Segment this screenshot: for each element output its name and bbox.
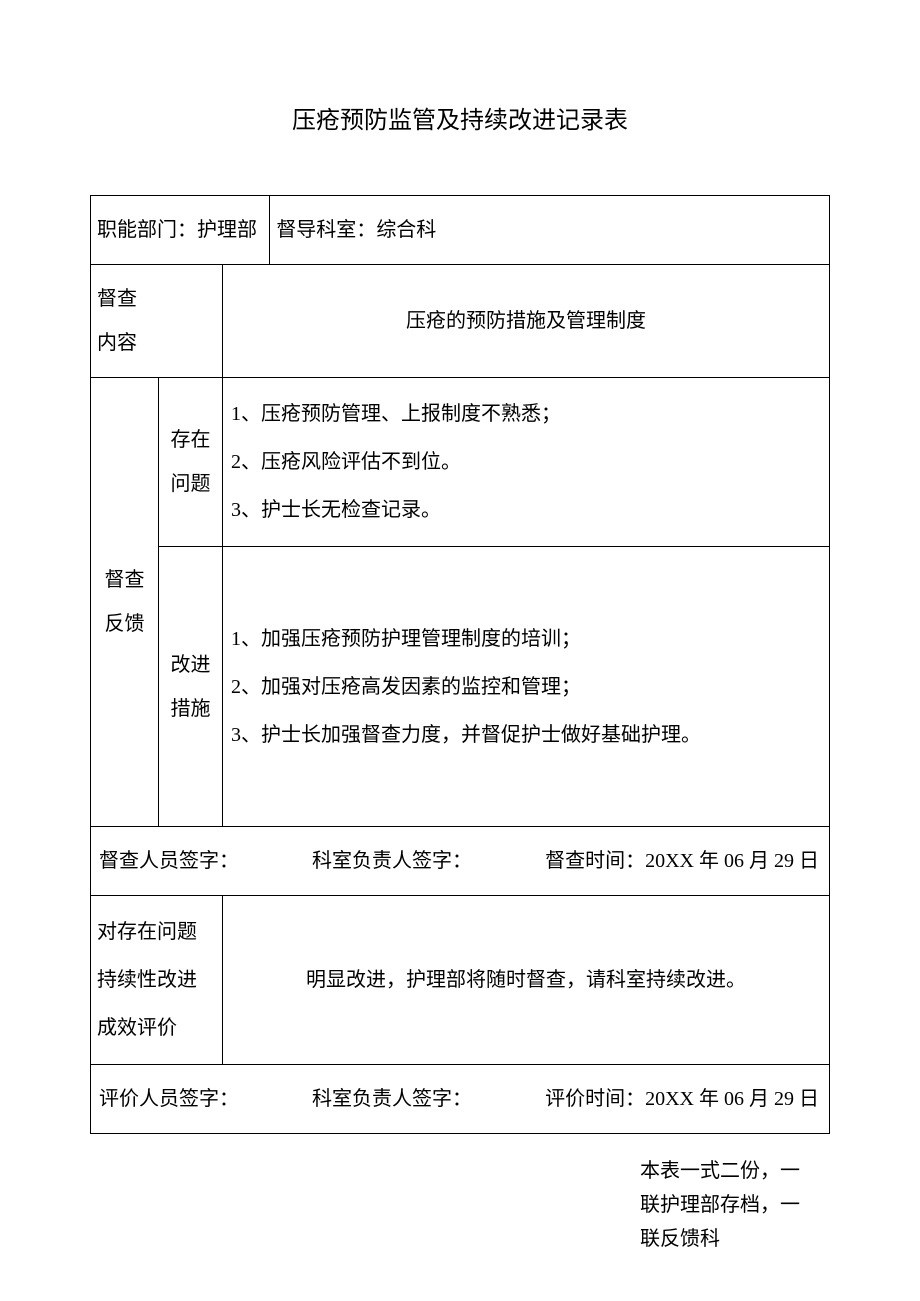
problems-label: 存在 问题	[159, 378, 223, 547]
footnote: 本表一式二份，一联护理部存档，一联反馈科	[640, 1154, 810, 1256]
measures-content: 1、加强压疮预防护理管理制度的培训； 2、加强对压疮高发因素的监控和管理； 3、…	[223, 547, 830, 827]
department-label: 职能部门：	[97, 219, 197, 241]
inspector-sig-label: 督查人员签字：	[99, 839, 239, 883]
header-row: 职能部门：护理部 督导科室：综合科	[91, 196, 830, 265]
inspection-sig-row: 督查人员签字： 科室负责人签字： 督查时间：20XX 年 06 月 29 日	[91, 827, 830, 896]
form-title: 压疮预防监管及持续改进记录表	[90, 100, 830, 135]
problems-content: 1、压疮预防管理、上报制度不熟悉； 2、压疮风险评估不到位。 3、护士长无检查记…	[223, 378, 830, 547]
evaluation-label: 对存在问题 持续性改进 成效评价	[91, 896, 223, 1065]
eval-sig-row: 评价人员签字： 科室负责人签字： 评价时间：20XX 年 06 月 29 日	[91, 1065, 830, 1134]
department-value: 护理部	[197, 219, 257, 241]
measures-row: 改进 措施 1、加强压疮预防护理管理制度的培训； 2、加强对压疮高发因素的监控和…	[91, 547, 830, 827]
content-row: 督查 内容 压疮的预防措施及管理制度	[91, 265, 830, 378]
inspection-content-value: 压疮的预防措施及管理制度	[223, 265, 830, 378]
measures-items: 1、加强压疮预防护理管理制度的培训； 2、加强对压疮高发因素的监控和管理； 3、…	[229, 615, 823, 759]
measures-label: 改进 措施	[159, 547, 223, 827]
eval-time: 评价时间：20XX 年 06 月 29 日	[545, 1077, 819, 1121]
eval-sig-cell: 评价人员签字： 科室负责人签字： 评价时间：20XX 年 06 月 29 日	[91, 1065, 830, 1134]
problems-row: 督查 反馈 存在 问题 1、压疮预防管理、上报制度不熟悉； 2、压疮风险评估不到…	[91, 378, 830, 547]
inspection-sig-cell: 督查人员签字： 科室负责人签字： 督查时间：20XX 年 06 月 29 日	[91, 827, 830, 896]
evaluator-sig-label: 评价人员签字：	[99, 1077, 239, 1121]
dept-head-sig-label: 科室负责人签字：	[312, 839, 472, 883]
eval-dept-head-sig-label: 科室负责人签字：	[312, 1077, 472, 1121]
supervised-cell: 督导科室：综合科	[270, 196, 830, 265]
inspection-content-label: 督查 内容	[91, 265, 223, 378]
feedback-label: 督查 反馈	[91, 378, 159, 827]
evaluation-value: 明显改进，护理部将随时督查，请科室持续改进。	[223, 896, 830, 1065]
evaluation-row: 对存在问题 持续性改进 成效评价 明显改进，护理部将随时督查，请科室持续改进。	[91, 896, 830, 1065]
problems-items: 1、压疮预防管理、上报制度不熟悉； 2、压疮风险评估不到位。 3、护士长无检查记…	[229, 390, 823, 534]
inspection-time: 督查时间：20XX 年 06 月 29 日	[545, 839, 819, 883]
department-cell: 职能部门：护理部	[91, 196, 270, 265]
supervised-label: 督导科室：	[276, 219, 376, 241]
supervised-value: 综合科	[376, 219, 436, 241]
record-table: 职能部门：护理部 督导科室：综合科 督查 内容 压疮的预防措施及管理制度 督查 …	[90, 195, 830, 1134]
